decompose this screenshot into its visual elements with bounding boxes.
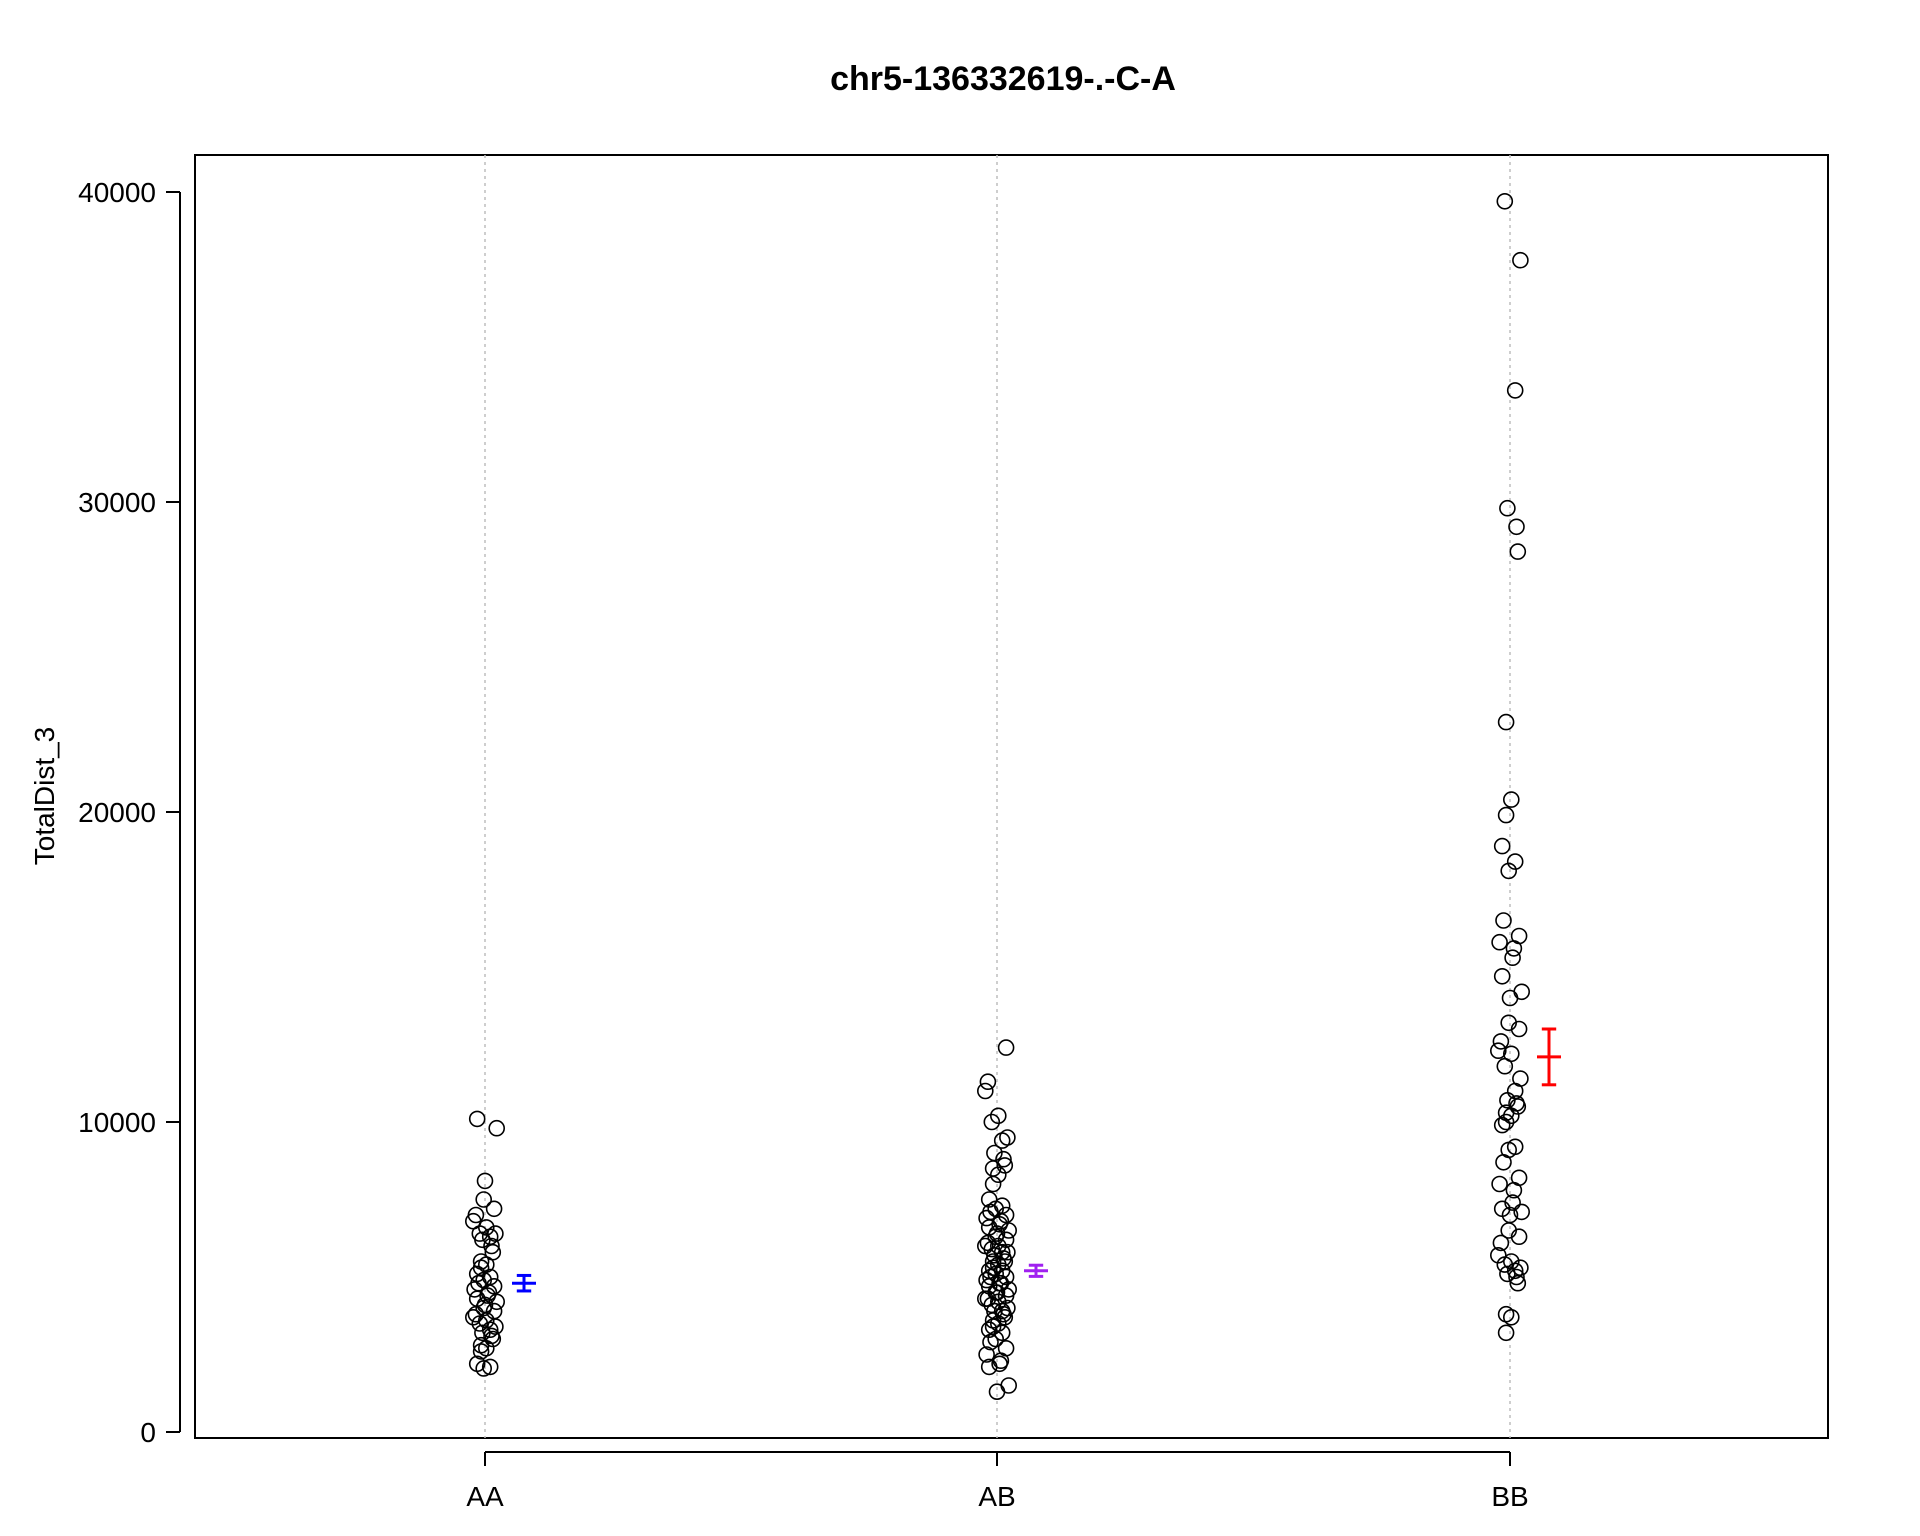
data-point-AA <box>474 1231 491 1249</box>
data-point-AB <box>996 1309 1014 1326</box>
chart-title: chr5-136332619-.-C-A <box>830 60 1176 98</box>
data-point-AA <box>481 1358 499 1376</box>
data-point-BB <box>1508 1268 1525 1286</box>
data-point-BB <box>1492 1033 1510 1050</box>
data-point-BB <box>1501 989 1519 1007</box>
data-point-AA <box>485 1200 503 1218</box>
data-point-BB <box>1493 1116 1511 1134</box>
data-point-AB <box>978 1346 995 1363</box>
data-point-BB <box>1508 518 1525 536</box>
data-point-BB <box>1496 193 1514 210</box>
data-point-AA <box>479 1287 496 1304</box>
data-point-AA <box>483 1237 500 1255</box>
data-point-AA <box>468 1110 486 1128</box>
data-point-BB <box>1497 806 1515 824</box>
data-point-AB <box>993 1324 1011 1342</box>
data-point-AB <box>976 1082 994 1100</box>
data-point-AB <box>991 1216 1008 1233</box>
data-point-BB <box>1490 1042 1507 1059</box>
data-point-AB <box>983 1113 1001 1131</box>
data-point-BB <box>1497 1324 1515 1342</box>
data-point-AA <box>476 1172 494 1190</box>
y-tick-label-30000: 30000 <box>78 487 156 518</box>
data-point-AB <box>984 1318 1002 1335</box>
data-point-BB <box>1495 1154 1512 1171</box>
y-tick-label-10000: 10000 <box>78 1107 156 1138</box>
data-point-AB <box>984 1175 1002 1193</box>
data-point-AB <box>979 1073 997 1090</box>
data-point-BB <box>1491 933 1508 951</box>
y-tick-label-40000: 40000 <box>78 177 156 208</box>
data-point-BB <box>1493 837 1511 855</box>
data-point-BB <box>1491 1175 1508 1193</box>
data-point-AA <box>481 1321 499 1338</box>
data-point-BB <box>1503 1107 1520 1125</box>
data-point-BB <box>1505 1181 1523 1199</box>
data-point-AB <box>989 1107 1007 1125</box>
data-point-AA <box>475 1360 493 1377</box>
y-tick-label-0: 0 <box>140 1417 156 1448</box>
x-tick-label-AB: AB <box>978 1481 1015 1512</box>
data-point-BB <box>1503 791 1520 808</box>
data-point-AA <box>488 1119 506 1137</box>
data-point-BB <box>1499 499 1516 517</box>
data-point-BB <box>1513 1203 1530 1221</box>
x-axis-ticks: AA AB BB <box>466 1452 1529 1512</box>
data-point-AB <box>989 1166 1007 1183</box>
data-point-AB <box>999 1129 1016 1146</box>
data-point-BB <box>1503 1309 1520 1326</box>
data-point-AB <box>993 1243 1011 1261</box>
data-point-AB <box>976 1290 994 1307</box>
plot-frame <box>194 154 1829 1439</box>
data-point-BB <box>1497 1113 1515 1131</box>
data-point-AA <box>468 1265 486 1283</box>
data-point-AB <box>1000 1377 1018 1394</box>
data-point-BB <box>1510 1228 1528 1245</box>
data-point-BB <box>1510 1020 1528 1038</box>
data-point-BB <box>1499 1265 1516 1283</box>
data-point-BB <box>1505 940 1523 957</box>
data-point-AB <box>997 1039 1015 1056</box>
data-point-AA <box>472 1343 490 1360</box>
data-point-BB <box>1497 713 1515 731</box>
data-point-BB <box>1506 382 1524 399</box>
data-point-BB <box>1512 251 1529 269</box>
data-point-AB <box>982 1333 999 1351</box>
data-point-AB <box>980 1358 998 1376</box>
data-point-AB <box>995 1150 1012 1168</box>
data-point-BB <box>1497 1305 1515 1323</box>
data-point-BB <box>1492 1234 1510 1252</box>
data-point-BB <box>1513 983 1530 1001</box>
y-axis-title: TotalDist_3 <box>29 727 60 866</box>
data-point-BB <box>1496 1057 1514 1075</box>
y-axis-ticks: 0 10000 20000 30000 40000 <box>78 177 180 1448</box>
data-point-BB <box>1509 1274 1527 1292</box>
data-points <box>464 193 1530 1400</box>
y-tick-label-20000: 20000 <box>78 797 156 828</box>
data-point-BB <box>1493 967 1511 985</box>
data-point-BB <box>1509 543 1527 560</box>
data-point-AA <box>464 1309 482 1326</box>
data-point-BB <box>1506 1262 1524 1280</box>
data-point-AB <box>993 1132 1011 1149</box>
data-point-AA <box>477 1219 495 1236</box>
data-point-AA <box>481 1228 499 1245</box>
data-point-AA <box>475 1191 493 1208</box>
data-point-BB <box>1500 862 1517 880</box>
data-point-AB <box>988 1383 1006 1400</box>
data-point-BB <box>1504 949 1521 967</box>
error-bars <box>512 1027 1561 1293</box>
x-tick-label-BB: BB <box>1491 1481 1528 1512</box>
x-tick-label-AA: AA <box>466 1481 504 1512</box>
data-point-AB <box>997 1268 1015 1286</box>
data-point-BB <box>1495 912 1512 929</box>
data-point-AB <box>991 1355 1008 1373</box>
